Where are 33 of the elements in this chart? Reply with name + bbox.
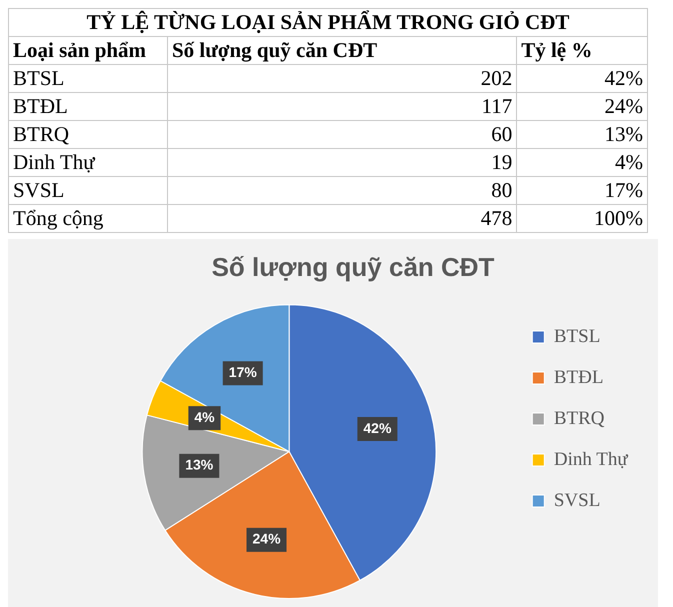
text: Tỷ lệ % [516,36,648,64]
data-label: 24% [516,92,648,120]
text: Loại sản phẩm [8,36,168,64]
category-label: BTĐL [8,92,168,120]
data-label: 17% [516,176,648,204]
data-label: 4% [194,408,216,425]
data-label: 60 [168,120,517,148]
data-label: 24% [252,530,282,547]
data-label: 4% [516,148,648,176]
category-label: SVSL [8,176,168,204]
data-label: 13% [185,456,214,473]
text: TỶ LỆ TỪNG LOẠI SẢN PHẨM TRONG GIỎ CĐT [8,8,648,36]
data-label: 202 [168,64,517,92]
legend-label: BTRQ [554,408,605,429]
data-label: 17% [228,364,258,380]
data-label: 42% [363,420,392,436]
legend-label: Dinh Thự [554,448,628,470]
legend-label: SVSL [554,490,600,511]
data-label: 19 [168,148,517,176]
data-label: 42% [516,64,648,92]
category-label: BTSL [8,64,168,92]
data-label: 117 [168,92,517,120]
chart-title: Số lượng quỹ căn CĐT [212,252,495,282]
data-label: 100% [516,204,648,232]
data-label: 80 [168,176,517,204]
legend-label: BTSL [554,326,600,347]
category-label: Tổng cộng [8,204,168,232]
legend-label: BTĐL [554,366,604,388]
series-label: Số lượng quỹ căn CĐT [168,36,517,64]
category-label: Dinh Thự [8,148,168,176]
category-label: BTRQ [8,120,168,148]
data-label: 478 [168,204,517,232]
data-label: 13% [516,120,648,148]
